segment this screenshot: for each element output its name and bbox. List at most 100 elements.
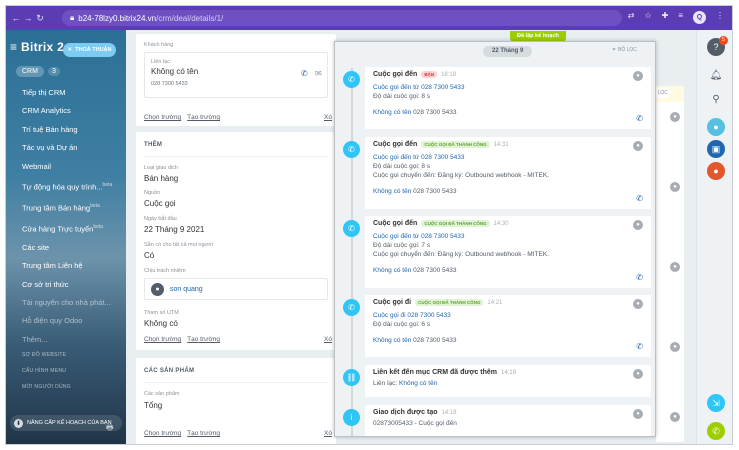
right-toolbar: ? 5 🔔︎ ⚲ ● ▣ ● ⇲ ✆ (696, 30, 732, 444)
more-section-title: THÊM (144, 142, 163, 148)
sidebar-item[interactable]: Thêm... (22, 334, 48, 344)
phone-icon[interactable]: ✆ (636, 342, 643, 351)
menu-list-icon[interactable]: ≡ (678, 11, 683, 20)
sidebar-item[interactable]: Tiếp thị CRM (22, 88, 66, 97)
deal-type-value[interactable]: Bán hàng (144, 174, 179, 183)
phone-incoming-icon: ✆ (343, 220, 360, 237)
create-field-link[interactable]: Tạo trường (187, 430, 220, 437)
start-date-value[interactable]: 22 Tháng 9 2021 (144, 225, 205, 234)
contact-link[interactable]: Không có tên (373, 109, 412, 116)
products-card: CÁC SẢN PHẨM Các sản phẩm Tổng Chọn trườ… (136, 358, 336, 444)
contact-phone: 028 7300 5433 (413, 337, 457, 344)
crm-section-tag[interactable]: CRM 3 (16, 66, 60, 77)
chat-icon[interactable]: ▣ (707, 140, 725, 158)
utm-value[interactable]: Không có (144, 319, 178, 328)
field-label: Các sản phẩm (144, 391, 180, 397)
available-value[interactable]: Có (144, 251, 155, 260)
bg-filter-label[interactable]: BỘ LỌC (646, 88, 671, 98)
item-time: 14:18 (441, 409, 457, 416)
close-deal-button[interactable]: ✕ THOÁ THUẬN (63, 43, 116, 57)
timeline-item[interactable]: Cuộc gọi đến CUỘC GỌI ĐÃ THÀNH CÔNG 14:31 … (365, 137, 651, 209)
filter-button[interactable]: ⏷ BỘ LỌC (612, 47, 637, 53)
sidebar-item[interactable]: Tác vụ và Dự án (22, 143, 78, 153)
sidebar-item[interactable]: CRM Analytics (22, 106, 71, 116)
logo[interactable]: ≡ Bitrix 2 (10, 40, 64, 54)
remove-link[interactable]: Xó (324, 430, 332, 437)
responsible-name[interactable]: son quang (170, 285, 203, 293)
back-icon[interactable]: ← (11, 13, 21, 23)
choose-field-link[interactable]: Chọn trường (144, 336, 182, 343)
create-field-link[interactable]: Tạo trường (187, 336, 220, 343)
sitemap-link[interactable]: SƠ ĐỒ WEBSITE (22, 352, 67, 358)
timeline-item[interactable]: Liên kết đến mục CRM đã được thêm 14:18 L… (365, 365, 651, 397)
call-from-link[interactable]: Cuộc gọi đến từ 028 7300 5433 (373, 154, 465, 161)
hamburger-icon[interactable]: ≡ (10, 40, 18, 54)
user-icon: ● (670, 342, 680, 352)
products-total-value[interactable]: Tổng (144, 401, 163, 410)
menu-config-link[interactable]: CẤU HÌNH MENU (22, 368, 67, 374)
timeline-item[interactable]: Cuộc gọi đi CUỘC GỌI ĐÃ THÀNH CÔNG 14:21 C… (365, 295, 651, 357)
sidebar-item[interactable]: Trung tâm Liên hệ (22, 261, 83, 271)
phone-icon[interactable]: ✆ (636, 114, 643, 123)
choose-field-link[interactable]: Chọn trường (144, 430, 182, 437)
upgrade-button[interactable]: ⬇ NÂNG CẤP KẾ HOẠCH CỦA BẠN (10, 415, 122, 431)
timeline-item[interactable]: Giao dịch được tạo 14:18 02873005433 - Cu… (365, 405, 651, 436)
profile-avatar[interactable]: Q (693, 11, 706, 24)
sidebar-item[interactable]: Webmail (22, 161, 52, 171)
call-to-link[interactable]: Cuộc gọi đi 028 7300 5433 (373, 312, 451, 319)
contact-link[interactable]: Không có tên (373, 188, 412, 195)
phone-icon[interactable]: ✆ (636, 194, 643, 203)
call-forwarded: Cuộc gọi chuyển đến: Đăng ký: Outbound w… (373, 251, 549, 258)
call-from-link[interactable]: Cuộc gọi đến từ 028 7300 5433 (373, 233, 465, 240)
remove-link[interactable]: Xó (324, 114, 332, 121)
timeline-item[interactable]: Cuộc gọi đến BẬN 18:18 Cuộc gọi đến từ 028… (365, 67, 651, 129)
address-bar[interactable]: 🔒︎ b24-78lzy0.bitrix24.vn/crm/deal/detai… (62, 10, 622, 26)
planned-badge[interactable]: Đã lập kế hoạch (510, 31, 566, 42)
reload-icon[interactable]: ↻ (36, 12, 44, 23)
sidebar-item[interactable]: Tự động hóa quy trình...beta (22, 182, 113, 192)
contact-name[interactable]: Không có tên (151, 67, 199, 76)
search-icon[interactable]: ⚲ (712, 93, 720, 105)
contact-box[interactable]: Liên lạc Không có tên 028 7300 5433 ✆ ✉ (144, 52, 328, 98)
timeline-item[interactable]: Cuộc gọi đến CUỘC GỌI ĐÃ THÀNH CÔNG 14:30 … (365, 216, 651, 288)
status-badge: CUỘC GỌI ĐÃ THÀNH CÔNG (421, 220, 490, 227)
call-from-link[interactable]: Cuộc gọi đến từ 028 7300 5433 (373, 84, 465, 91)
create-field-link[interactable]: Tạo trường (187, 114, 220, 121)
contact-link[interactable]: Không có tên (373, 267, 412, 274)
user-icon: ● (670, 182, 680, 192)
invite-users-link[interactable]: MỜI NGƯỜI DÙNG (22, 384, 71, 390)
timeline-line (351, 68, 353, 436)
star-icon[interactable]: ☆ (644, 11, 652, 20)
remove-link[interactable]: Xó (324, 336, 332, 343)
field-label: Chịu trách nhiệm (144, 268, 186, 274)
sidebar-item[interactable]: Cơ sở tri thức (22, 279, 69, 289)
crm-label: CRM (16, 66, 44, 77)
printer-icon[interactable]: 🖶︎ (106, 423, 114, 432)
sidebar-item[interactable]: Trí tuệ Bán hàng (22, 124, 78, 134)
contact-link[interactable]: Không có tên (399, 380, 438, 387)
contacts-icon[interactable]: ● (707, 118, 725, 136)
contact-link[interactable]: Không có tên (373, 337, 412, 344)
sidebar-item[interactable]: Tài nguyên cho nhà phát... (22, 297, 111, 307)
forward-icon[interactable]: → (23, 13, 33, 23)
sidebar-item[interactable]: Trung tâm Bán hàngbeta (22, 202, 100, 213)
translate-icon[interactable]: ⇄ (627, 11, 635, 20)
bell-icon[interactable]: 🔔︎ (709, 69, 723, 81)
phone-icon[interactable]: ✆ (636, 273, 643, 282)
lock-icon: 🔒︎ (70, 13, 75, 22)
call-icon[interactable]: ✆ (707, 422, 725, 440)
source-value[interactable]: Cuộc gọi (144, 199, 176, 208)
item-title: Cuộc gọi đến (373, 141, 418, 148)
responsible-box[interactable]: ● son quang (144, 278, 328, 300)
sidebar-item[interactable]: Các site (22, 242, 50, 252)
phone-icon[interactable]: ✆ (301, 69, 308, 78)
extensions-icon[interactable]: ✚ (661, 11, 669, 20)
user-red-icon[interactable]: ● (707, 162, 725, 180)
mail-icon[interactable]: ✉ (315, 69, 322, 78)
sidebar-item[interactable]: Hỗ điện quy Odoo (22, 316, 83, 326)
choose-field-link[interactable]: Chọn trường (144, 114, 182, 121)
export-icon[interactable]: ⇲ (707, 394, 725, 412)
more-icon[interactable]: ⋮ (716, 11, 724, 20)
sidebar-item[interactable]: Cửa hàng Trực tuyếnbeta (22, 223, 104, 234)
item-time: 14:18 (501, 369, 517, 376)
